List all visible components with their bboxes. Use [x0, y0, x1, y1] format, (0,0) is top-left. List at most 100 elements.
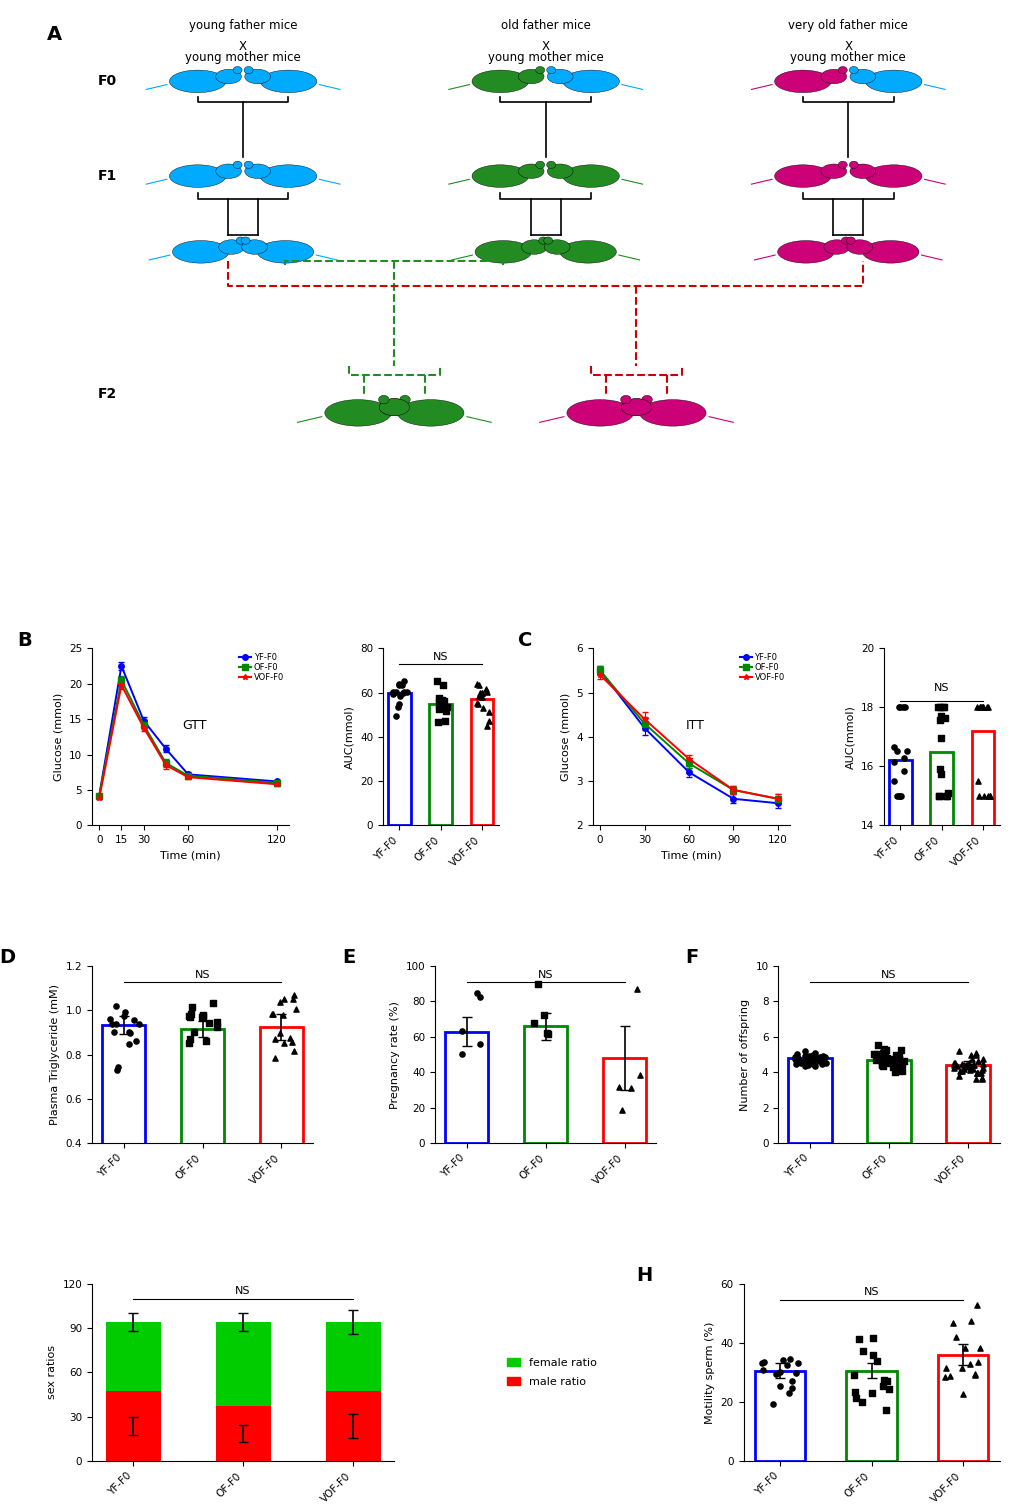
Point: [864, 1343, 880, 1367]
Point: [971, 696, 987, 720]
Text: F1: F1: [98, 169, 117, 184]
Point: [434, 673, 450, 697]
Point: [868, 1348, 884, 1372]
Text: E: E: [341, 949, 355, 967]
Point: [969, 1050, 985, 1074]
Point: [969, 1062, 985, 1086]
Point: [956, 1336, 972, 1360]
Text: GTT: GTT: [181, 720, 206, 732]
Point: [890, 1053, 906, 1077]
Point: [393, 673, 410, 697]
Point: [974, 1056, 990, 1080]
Point: [285, 1039, 302, 1063]
Ellipse shape: [849, 161, 857, 169]
Point: [888, 1057, 904, 1081]
Ellipse shape: [639, 399, 705, 426]
Point: [877, 1398, 894, 1422]
Point: [945, 1056, 961, 1080]
Text: F0: F0: [98, 74, 117, 89]
Point: [847, 1386, 863, 1410]
Point: [753, 1351, 769, 1375]
Ellipse shape: [544, 239, 570, 255]
Point: [767, 1363, 784, 1387]
Point: [953, 1051, 969, 1075]
Bar: [846, 1370, 896, 1461]
Text: X: X: [541, 39, 549, 53]
Bar: [325, 1322, 380, 1392]
Point: [284, 1030, 301, 1054]
Ellipse shape: [838, 66, 847, 74]
Point: [962, 1309, 978, 1333]
Ellipse shape: [849, 164, 875, 179]
Point: [777, 1352, 794, 1376]
Ellipse shape: [215, 164, 242, 179]
Point: [436, 709, 452, 733]
Point: [886, 1060, 902, 1084]
Point: [953, 1355, 969, 1379]
Point: [883, 1054, 900, 1078]
Ellipse shape: [215, 69, 242, 84]
Point: [755, 1351, 771, 1375]
Point: [816, 1045, 833, 1069]
Y-axis label: AUC(mmol): AUC(mmol): [344, 705, 354, 768]
Point: [610, 1075, 627, 1099]
Point: [951, 1065, 967, 1089]
Point: [613, 1098, 630, 1122]
Point: [811, 1047, 827, 1071]
Point: [264, 1001, 280, 1026]
Text: NS: NS: [880, 970, 896, 980]
Point: [894, 696, 910, 720]
Point: [884, 750, 901, 774]
Y-axis label: Glucose (mmol): Glucose (mmol): [560, 693, 571, 782]
Point: [893, 1059, 909, 1083]
Text: old father mice: old father mice: [500, 20, 590, 32]
Point: [973, 1066, 989, 1090]
Point: [971, 696, 987, 720]
Point: [103, 1012, 119, 1036]
Point: [271, 1021, 287, 1045]
Point: [934, 696, 951, 720]
Ellipse shape: [620, 396, 631, 404]
Point: [384, 679, 400, 703]
Ellipse shape: [397, 399, 464, 426]
Point: [806, 1045, 822, 1069]
Point: [398, 679, 415, 703]
Point: [969, 1349, 985, 1373]
Point: [893, 1053, 909, 1077]
Point: [887, 1044, 903, 1068]
Point: [128, 1029, 145, 1053]
X-axis label: Time (min): Time (min): [660, 851, 720, 860]
Bar: [105, 1392, 160, 1461]
Point: [979, 783, 996, 807]
Ellipse shape: [567, 399, 633, 426]
Point: [788, 1045, 804, 1069]
Ellipse shape: [864, 71, 921, 93]
Point: [973, 696, 989, 720]
Point: [471, 681, 487, 705]
Point: [287, 997, 304, 1021]
Point: [953, 1059, 969, 1083]
Point: [896, 1048, 912, 1072]
Ellipse shape: [169, 164, 226, 187]
Point: [395, 669, 412, 693]
Point: [790, 1047, 806, 1071]
Legend: female ratio, male ratio: female ratio, male ratio: [504, 1355, 598, 1389]
Point: [209, 1011, 225, 1035]
Ellipse shape: [518, 164, 543, 179]
Text: young father mice: young father mice: [189, 20, 298, 32]
Point: [968, 696, 984, 720]
Point: [875, 1050, 892, 1074]
Point: [431, 688, 447, 712]
Point: [931, 758, 948, 782]
Point: [889, 783, 905, 807]
Point: [961, 1056, 977, 1080]
Bar: [387, 693, 411, 825]
Bar: [102, 1024, 145, 1232]
Point: [937, 783, 954, 807]
X-axis label: Time (min): Time (min): [160, 851, 220, 860]
Point: [792, 1051, 808, 1075]
Point: [272, 989, 288, 1014]
Text: A: A: [46, 24, 61, 44]
Ellipse shape: [547, 164, 573, 179]
Point: [390, 673, 407, 697]
